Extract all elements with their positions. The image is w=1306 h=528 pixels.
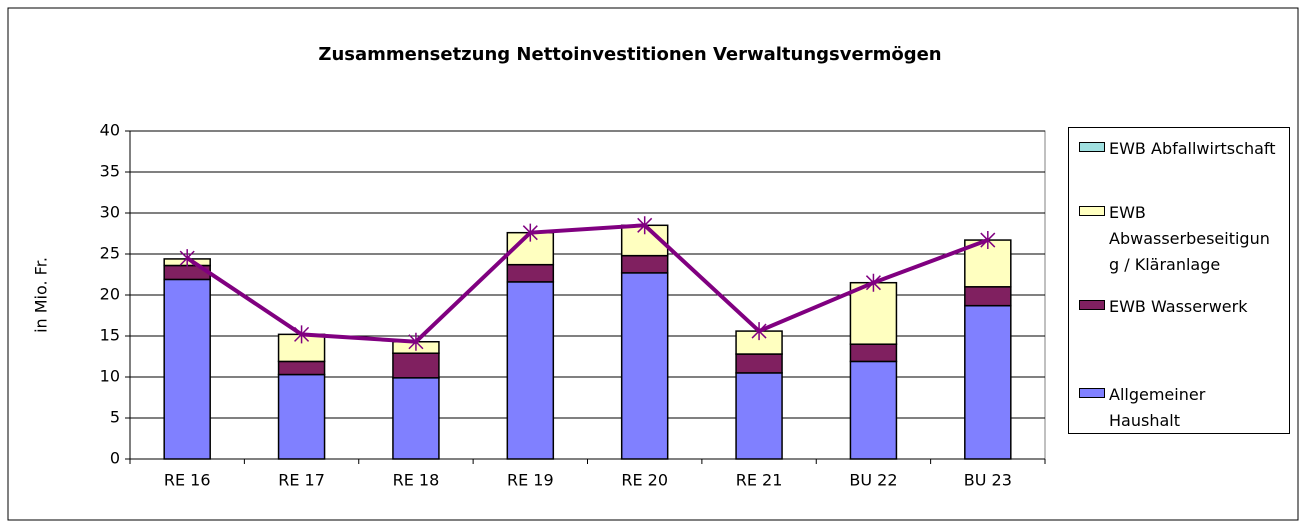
bar-segment bbox=[849, 343, 898, 363]
x-tick-label: RE 21 bbox=[736, 471, 783, 490]
x-tick-label: RE 19 bbox=[507, 471, 554, 490]
bar-segment bbox=[849, 360, 898, 460]
x-tick-label: BU 23 bbox=[964, 471, 1012, 490]
total-line bbox=[186, 223, 989, 344]
chart-title: Zusammensetzung Nettoinvestitionen Verwa… bbox=[318, 44, 941, 65]
y-tick-label: 25 bbox=[100, 244, 120, 263]
y-tick-label: 20 bbox=[100, 285, 120, 304]
legend: Allgemeiner Haushalt EWB Wasserwerk EWB Ab… bbox=[1068, 127, 1290, 434]
y-axis-label: in Mio. Fr. bbox=[32, 257, 51, 333]
y-tick-label: 35 bbox=[100, 162, 120, 181]
bar-segment bbox=[735, 353, 783, 374]
bar-segment bbox=[849, 281, 898, 345]
line-marker bbox=[751, 322, 767, 341]
legend-item: Allgemeiner Haushalt bbox=[1079, 382, 1285, 434]
y-tick-label: 30 bbox=[100, 203, 120, 222]
legend-item: EWB Abfallwirtschaft bbox=[1079, 136, 1285, 162]
legend-label: EWB Abfallwirtschaft bbox=[1109, 139, 1276, 158]
bar-segment bbox=[735, 372, 783, 460]
bar-segment bbox=[392, 377, 440, 460]
legend-swatch bbox=[1079, 206, 1105, 216]
legend-item: EWB Abwasserbeseitigung / Kläranlage bbox=[1079, 200, 1285, 278]
y-tick-label: 0 bbox=[110, 449, 120, 468]
line-marker bbox=[980, 231, 996, 250]
legend-label: Allgemeiner Haushalt bbox=[1109, 385, 1206, 430]
bar-segment bbox=[964, 304, 1012, 460]
bar-segment bbox=[277, 360, 326, 376]
y-tick-label: 40 bbox=[100, 121, 120, 140]
line-marker bbox=[408, 332, 424, 351]
bar-segment bbox=[506, 263, 555, 283]
legend-swatch bbox=[1079, 142, 1105, 152]
y-tick-label: 15 bbox=[100, 326, 120, 345]
x-tick-label: RE 18 bbox=[393, 471, 440, 490]
legend-swatch bbox=[1079, 300, 1105, 310]
y-tick-label: 10 bbox=[100, 367, 120, 386]
bar-segment bbox=[964, 286, 1012, 307]
line-marker bbox=[179, 249, 195, 268]
legend-label: EWB Abwasserbeseitigung / Kläranlage bbox=[1109, 203, 1270, 274]
line-marker bbox=[637, 216, 653, 235]
line-marker bbox=[522, 223, 538, 242]
y-tick-label: 5 bbox=[110, 408, 120, 427]
bar-segment bbox=[277, 373, 326, 460]
line-marker bbox=[865, 273, 881, 292]
x-tick-label: RE 17 bbox=[278, 471, 325, 490]
x-tick-label: BU 22 bbox=[849, 471, 897, 490]
line-marker bbox=[294, 325, 310, 344]
bar-segment bbox=[620, 254, 669, 274]
legend-item: EWB Wasserwerk bbox=[1079, 294, 1285, 320]
x-tick-label: RE 16 bbox=[164, 471, 211, 490]
bar-segment bbox=[506, 281, 555, 460]
bar-segment bbox=[163, 278, 211, 460]
x-tick-label: RE 20 bbox=[621, 471, 668, 490]
bar-segment bbox=[392, 352, 440, 379]
bar-segment bbox=[620, 272, 669, 460]
legend-swatch bbox=[1079, 388, 1105, 398]
legend-label: EWB Wasserwerk bbox=[1109, 297, 1248, 316]
